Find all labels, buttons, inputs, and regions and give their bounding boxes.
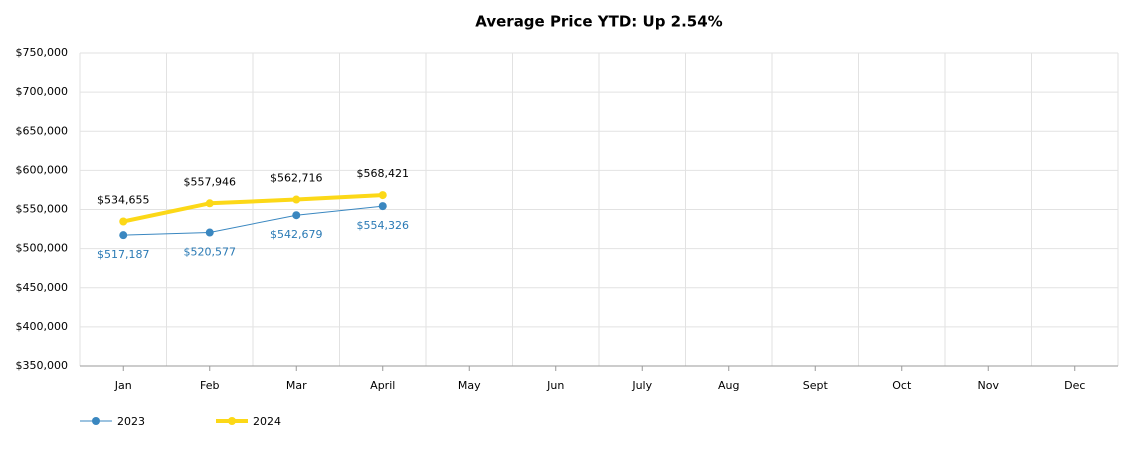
- x-tick-label: April: [370, 379, 395, 392]
- y-tick-label: $700,000: [16, 85, 69, 98]
- x-tick-label: Jun: [546, 379, 564, 392]
- point: [205, 228, 214, 237]
- value-label: $568,421: [357, 167, 410, 180]
- y-tick-label: $550,000: [16, 203, 69, 216]
- x-tick-label: Feb: [200, 379, 219, 392]
- y-tick-label: $750,000: [16, 46, 69, 59]
- point: [378, 191, 387, 200]
- x-tick-label: Mar: [286, 379, 307, 392]
- x-tick-label: Sept: [803, 379, 829, 392]
- point: [292, 195, 301, 204]
- y-tick-label: $350,000: [16, 359, 69, 372]
- value-label: $562,716: [270, 172, 323, 185]
- value-label: $517,187: [97, 248, 150, 261]
- legend-marker: [92, 417, 100, 425]
- value-label: $542,679: [270, 228, 323, 241]
- value-label: $554,326: [357, 219, 410, 232]
- value-label: $520,577: [184, 246, 237, 259]
- point: [119, 231, 128, 240]
- y-tick-label: $600,000: [16, 163, 69, 176]
- series-line: [122, 205, 384, 236]
- legend-marker: [228, 417, 236, 425]
- value-label: $534,655: [97, 194, 150, 207]
- x-tick-label: Aug: [718, 379, 739, 392]
- y-tick-label: $450,000: [16, 281, 69, 294]
- x-tick-label: Dec: [1064, 379, 1085, 392]
- point: [205, 199, 214, 208]
- x-tick-label: Jan: [114, 379, 132, 392]
- legend-label: 2023: [117, 415, 145, 428]
- x-tick-label: July: [631, 379, 652, 392]
- x-tick-label: May: [458, 379, 481, 392]
- chart-title: Average Price YTD: Up 2.54%: [475, 13, 722, 31]
- legend-label: 2024: [253, 415, 281, 428]
- y-tick-label: $500,000: [16, 242, 69, 255]
- y-tick-label: $650,000: [16, 124, 69, 137]
- y-tick-label: $400,000: [16, 320, 69, 333]
- point: [119, 217, 128, 226]
- point: [292, 211, 301, 220]
- x-tick-label: Nov: [978, 379, 1000, 392]
- series-line: [121, 193, 385, 224]
- value-label: $557,946: [184, 175, 237, 188]
- point: [378, 202, 387, 211]
- x-tick-label: Oct: [892, 379, 912, 392]
